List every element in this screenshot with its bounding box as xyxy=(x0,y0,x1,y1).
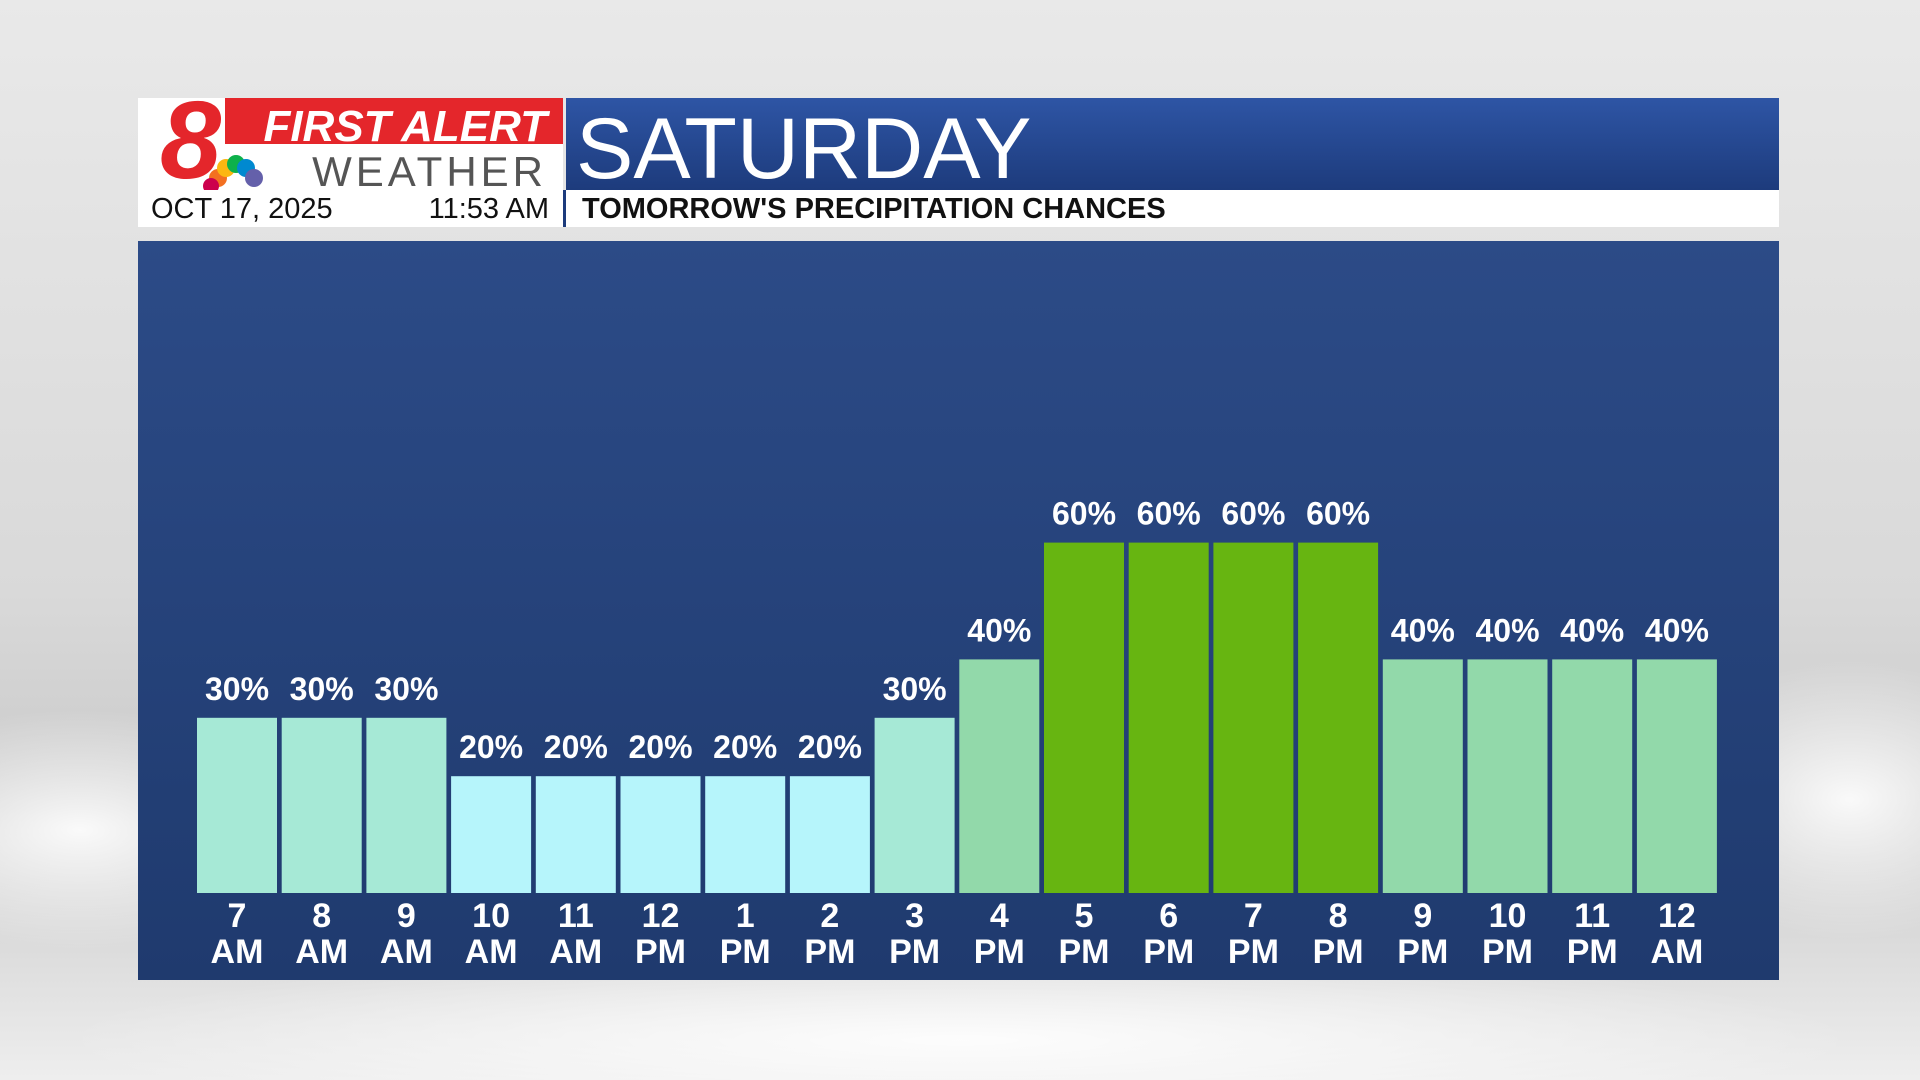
divider xyxy=(563,190,566,227)
logo-bottom: WEATHER xyxy=(312,148,547,195)
logo-top: FIRST ALERT xyxy=(263,102,550,151)
x-tick-label: 10 PM xyxy=(1482,897,1533,971)
peacock xyxy=(203,155,263,194)
value-label: 20% xyxy=(798,729,862,765)
bar xyxy=(1298,542,1379,893)
bar xyxy=(874,717,955,893)
x-tick-label: 11 AM xyxy=(549,897,603,971)
value-label: 30% xyxy=(290,671,354,707)
value-label: 60% xyxy=(1221,496,1285,532)
bar xyxy=(705,776,786,893)
bar xyxy=(1636,659,1717,893)
bar xyxy=(1552,659,1633,893)
value-label: 60% xyxy=(1137,496,1201,532)
x-tick-label: 7 AM xyxy=(210,897,264,971)
date: OCT 17, 2025 xyxy=(151,193,333,225)
bar xyxy=(620,776,701,893)
value-label: 20% xyxy=(628,729,692,765)
bar xyxy=(366,717,447,893)
bar xyxy=(281,717,362,893)
bar xyxy=(197,717,277,893)
value-label: 40% xyxy=(1391,612,1455,648)
time: 11:53 AM xyxy=(429,193,549,225)
bar xyxy=(1128,542,1209,893)
value-label: 20% xyxy=(459,729,523,765)
logo-red xyxy=(225,98,563,144)
value-label: 40% xyxy=(1475,612,1539,648)
value-label: 40% xyxy=(1645,612,1709,648)
x-tick-label: 12 PM xyxy=(635,897,686,971)
bar xyxy=(535,776,616,893)
value-label: 60% xyxy=(1306,496,1370,532)
value-label: 60% xyxy=(1052,496,1116,532)
value-label: 30% xyxy=(374,671,438,707)
x-tick-label: 6 PM xyxy=(1143,897,1195,971)
x-tick-label: 1 PM xyxy=(719,897,771,971)
cloud xyxy=(60,950,1860,1080)
x-tick-label: 3 PM xyxy=(889,897,941,971)
value-label: 20% xyxy=(713,729,777,765)
x-tick-label: 9 AM xyxy=(379,897,433,971)
x-tick-label: 11 PM xyxy=(1566,897,1618,971)
bar xyxy=(1382,659,1463,893)
value-label: 30% xyxy=(883,671,947,707)
bar xyxy=(1467,659,1548,893)
x-tick-label: 10 AM xyxy=(464,897,518,971)
x-tick-label: 8 PM xyxy=(1312,897,1364,971)
x-tick-label: 5 PM xyxy=(1058,897,1110,971)
value-label: 30% xyxy=(205,671,269,707)
bar xyxy=(789,776,870,893)
bar xyxy=(1213,542,1294,893)
x-tick-label: 2 PM xyxy=(804,897,856,971)
x-tick-label: 9 PM xyxy=(1397,897,1449,971)
info-strip xyxy=(138,190,1779,227)
chart-subtitle: TOMORROW'S PRECIPITATION CHANCES xyxy=(582,193,1166,225)
bar xyxy=(1044,542,1124,893)
bar xyxy=(959,659,1040,893)
chart-title: SATURDAY xyxy=(576,101,1032,197)
bar xyxy=(451,776,532,893)
title-bar xyxy=(566,98,1779,190)
x-tick-label: 7 PM xyxy=(1227,897,1279,971)
value-label: 40% xyxy=(967,612,1031,648)
x-tick-label: 4 PM xyxy=(973,897,1025,971)
value-label: 20% xyxy=(544,729,608,765)
x-tick-label: 12 AM xyxy=(1650,897,1704,971)
value-label: 40% xyxy=(1560,612,1624,648)
x-tick-label: 8 AM xyxy=(295,897,349,971)
